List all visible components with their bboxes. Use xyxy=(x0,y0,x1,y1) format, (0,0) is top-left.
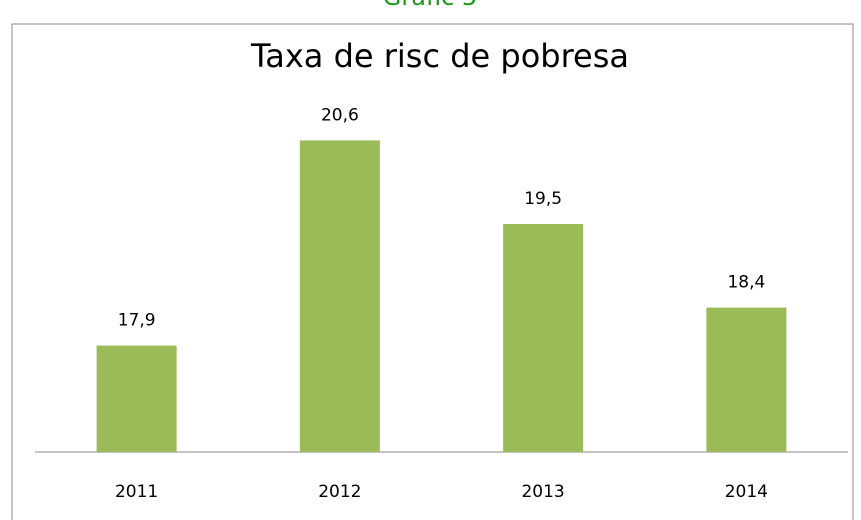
x-tick-label: 2012 xyxy=(318,482,361,502)
bar xyxy=(706,307,787,452)
bar xyxy=(96,345,177,452)
value-label: 20,6 xyxy=(321,105,359,125)
heading: Gràfic 5 xyxy=(383,0,477,11)
x-tick-label: 2014 xyxy=(725,482,768,502)
x-tick-label: 2011 xyxy=(115,482,158,502)
value-label: 17,9 xyxy=(118,311,156,331)
value-label: 18,4 xyxy=(727,273,765,293)
chart-title: Taxa de risc de pobresa xyxy=(250,37,629,75)
bar xyxy=(299,140,380,452)
value-label: 19,5 xyxy=(524,189,562,209)
x-tick-label: 2013 xyxy=(521,482,564,502)
bar xyxy=(503,224,584,452)
